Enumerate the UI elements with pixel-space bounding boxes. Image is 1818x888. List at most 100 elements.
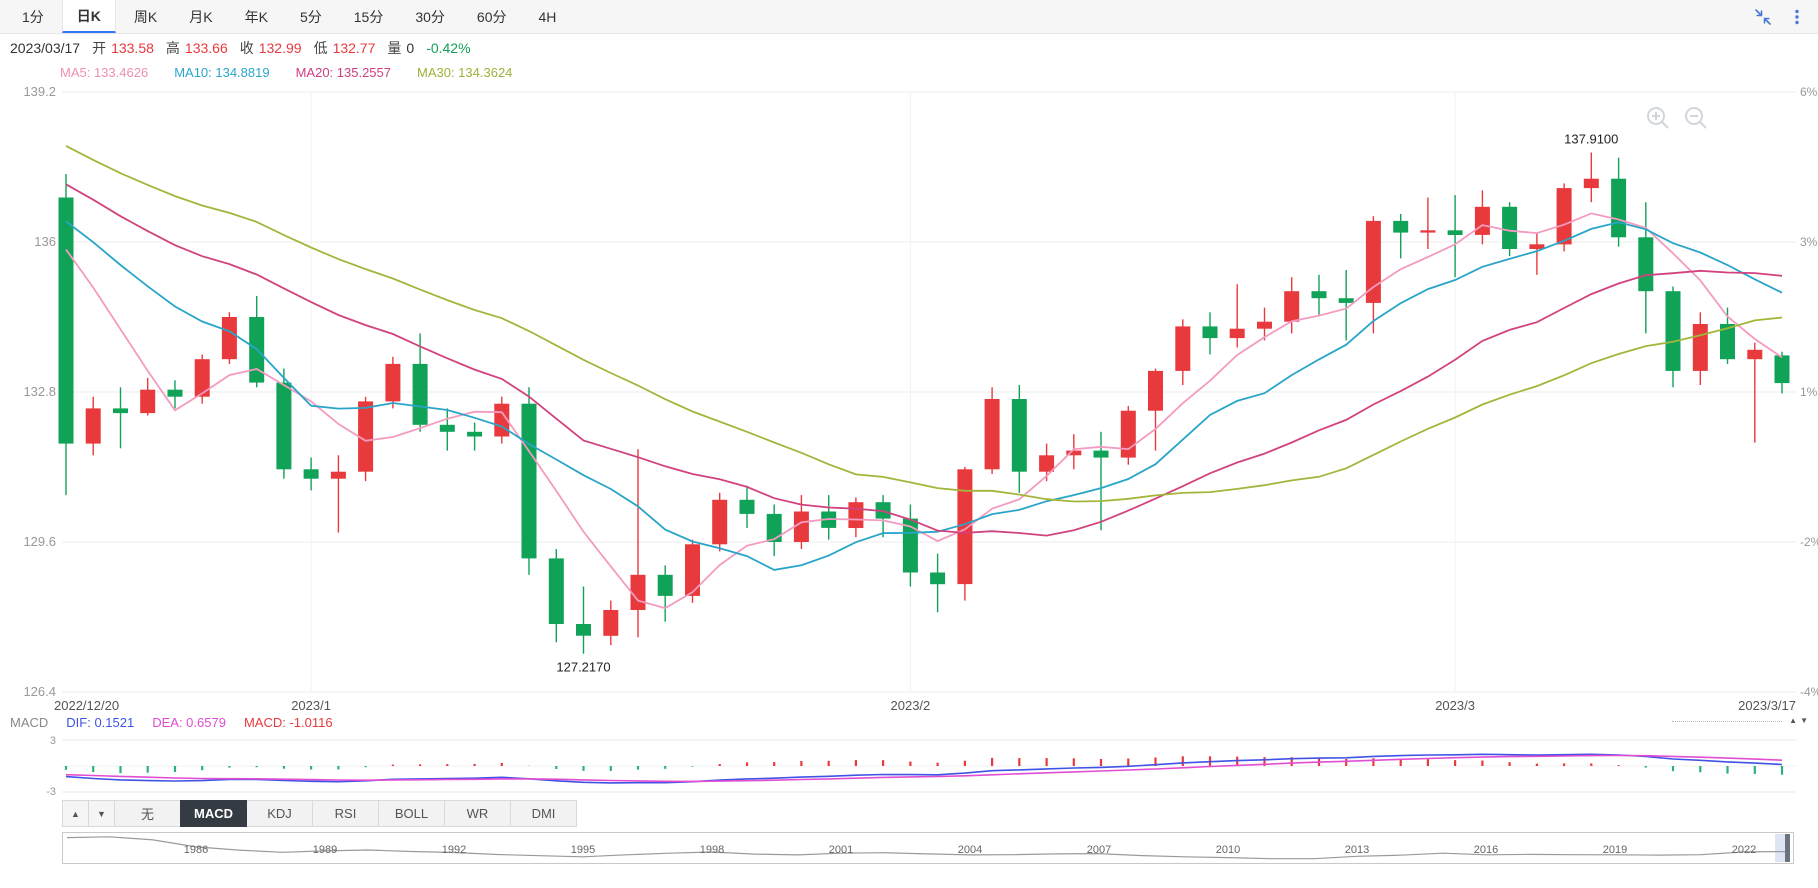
- tab-60分[interactable]: 60分: [476, 8, 507, 25]
- tab-月K[interactable]: 月K: [189, 8, 213, 25]
- macd-value: MACD: -1.0116: [243, 714, 333, 730]
- navigator-year-label: 2001: [829, 844, 853, 856]
- svg-text:2023/3: 2023/3: [1435, 698, 1475, 713]
- ma30-line: [65, 145, 1783, 503]
- svg-text:132.8: 132.8: [23, 384, 56, 399]
- quote-fields: 开 133.58 高 133.66 收 132.99 低 132.77 量 0: [80, 38, 414, 58]
- navigator-chart[interactable]: 1986 1989 1992 1995 1998 2001 2004 2007 2010 2013…: [63, 833, 1793, 863]
- dea-line: [65, 754, 1783, 783]
- resize-dots: [1672, 720, 1783, 722]
- collapse-icon[interactable]: [1754, 8, 1772, 26]
- tab-30分[interactable]: 30分: [415, 8, 445, 25]
- macd-pane-title: MACD: [10, 714, 49, 730]
- svg-text:129.6: 129.6: [23, 534, 56, 549]
- navigator[interactable]: 1986 1989 1992 1995 1998 2001 2004 2007 2010 2013…: [62, 832, 1794, 864]
- pane-collapse-up-icon[interactable]: ▲: [1789, 716, 1798, 725]
- svg-text:2023/3/17: 2023/3/17: [1738, 698, 1796, 713]
- quote-change-percent: -0.42%: [426, 40, 471, 56]
- x-axis-labels: 2022/12/20 2023/1 2023/2 2023/3 2023/3/17: [54, 698, 1796, 713]
- tab-1分[interactable]: 1分: [22, 8, 44, 25]
- navigator-year-label: 1986: [184, 844, 208, 856]
- ma20-line: [65, 183, 1783, 537]
- ma-legend-item: MA20: 135.2557: [295, 64, 391, 80]
- kebab-menu-icon[interactable]: [1788, 8, 1806, 26]
- macd-dif-value: DIF: 0.1521: [66, 714, 135, 730]
- indicator-up-button[interactable]: ▲: [62, 800, 89, 827]
- tab-周K[interactable]: 周K: [133, 8, 158, 25]
- navigator-year-label: 2010: [1216, 844, 1240, 856]
- macd-chart[interactable]: 3 -3: [0, 732, 1818, 800]
- macd-dea-value: DEA: 0.6579: [152, 714, 226, 730]
- tab-年K[interactable]: 年K: [244, 8, 268, 25]
- quote-bar: 2023/03/17 开 133.58 高 133.66 收 132.99 低 132.77 量…: [10, 36, 471, 60]
- ma-legend-item: MA10: 134.8819: [174, 64, 270, 80]
- svg-text:-2%: -2%: [1800, 535, 1818, 549]
- zoom-out-icon[interactable]: [1685, 107, 1707, 129]
- timeframe-tabs: 1分 日K 周K 月K 年K 5分 15分 30分 60分 4H: [0, 0, 574, 33]
- svg-text:6%: 6%: [1800, 85, 1818, 99]
- window-icons: [1754, 8, 1806, 26]
- svg-text:3: 3: [50, 735, 56, 747]
- indicator-tab-DMI[interactable]: DMI: [510, 800, 577, 827]
- navigator-series-line: [66, 836, 1788, 860]
- zoom-in-icon[interactable]: [1647, 107, 1669, 129]
- navigator-handle[interactable]: [1785, 834, 1790, 862]
- quote-field-label: 开: [92, 40, 107, 56]
- svg-text:136: 136: [34, 234, 56, 249]
- navigator-year-label: 2013: [1345, 844, 1369, 856]
- indicator-tab-RSI[interactable]: RSI: [312, 800, 379, 827]
- price-annotation: 127.2170: [556, 660, 610, 675]
- pane-collapse-down-icon[interactable]: ▼: [1800, 716, 1808, 725]
- macd-legend: MACD DIF: 0.1521 DEA: 0.6579 MACD: -1.01…: [10, 712, 1808, 732]
- svg-text:1%: 1%: [1800, 385, 1818, 399]
- quote-field-label: 低: [313, 40, 328, 56]
- svg-text:2022/12/20: 2022/12/20: [54, 698, 119, 713]
- dif-line: [65, 753, 1783, 784]
- quote-field-label: 高: [165, 40, 180, 56]
- indicator-down-button[interactable]: ▼: [88, 800, 115, 827]
- svg-text:2023/1: 2023/1: [291, 698, 331, 713]
- quote-field-value: 133.58: [111, 40, 154, 56]
- navigator-year-label: 2004: [958, 844, 982, 856]
- timeframe-tabbar: 1分 日K 周K 月K 年K 5分 15分 30分 60分 4H: [0, 0, 1818, 34]
- tab-5分[interactable]: 5分: [299, 8, 322, 25]
- indicator-tab-KDJ[interactable]: KDJ: [246, 800, 313, 827]
- quote-field-label: 收: [239, 40, 254, 56]
- navigator-year-label: 2016: [1474, 844, 1498, 856]
- quote-field-value: 0: [406, 40, 415, 56]
- price-annotation: 137.9100: [1564, 132, 1618, 147]
- candles: [58, 152, 1790, 654]
- tab-15分[interactable]: 15分: [353, 8, 384, 25]
- navigator-year-label: 1998: [700, 844, 724, 856]
- grid: 139.2 6% 136 3% 132.8 1% 129.6 -2% 126.4 -4%: [23, 84, 1818, 699]
- indicator-tab-无[interactable]: 无: [114, 800, 181, 827]
- ma10-line: [65, 220, 1783, 571]
- svg-text:139.2: 139.2: [23, 84, 56, 99]
- svg-text:3%: 3%: [1800, 235, 1818, 249]
- navigator-year-label: 1995: [571, 844, 595, 856]
- indicator-tab-WR[interactable]: WR: [444, 800, 511, 827]
- quote-date: 2023/03/17: [10, 40, 81, 56]
- pane-resize-handle[interactable]: ▲ ▼: [1672, 716, 1808, 726]
- candlestick-chart[interactable]: 139.2 6% 136 3% 132.8 1% 129.6 -2% 126.4 -4% 137.9…: [0, 82, 1818, 722]
- indicator-tab-BOLL[interactable]: BOLL: [378, 800, 445, 827]
- navigator-year-label: 2019: [1603, 844, 1627, 856]
- svg-text:126.4: 126.4: [23, 684, 56, 699]
- navigator-year-label: 1989: [313, 844, 337, 856]
- quote-field-value: 133.66: [184, 40, 228, 56]
- indicator-tab-MACD[interactable]: MACD: [180, 800, 247, 827]
- zoom-icons[interactable]: [1647, 107, 1707, 129]
- navigator-year-label: 2007: [1087, 844, 1111, 856]
- navigator-year-label: 1992: [442, 844, 466, 856]
- tab-日K[interactable]: 日K: [61, 0, 116, 33]
- ma-legend-item: MA5: 133.4626: [60, 64, 149, 80]
- quote-field-label: 量: [387, 40, 402, 56]
- svg-text:-3: -3: [46, 786, 56, 798]
- ma5-line: [65, 212, 1783, 610]
- quote-field-value: 132.99: [258, 40, 302, 56]
- quote-field-value: 132.77: [332, 40, 376, 56]
- indicator-bar: ▲ ▼ 无 MACD KDJ RSI BOLL WR DMI: [62, 800, 577, 827]
- tab-4H[interactable]: 4H: [538, 8, 557, 25]
- ma-legend-item: MA30: 134.3624: [417, 64, 513, 80]
- svg-text:2023/2: 2023/2: [891, 698, 931, 713]
